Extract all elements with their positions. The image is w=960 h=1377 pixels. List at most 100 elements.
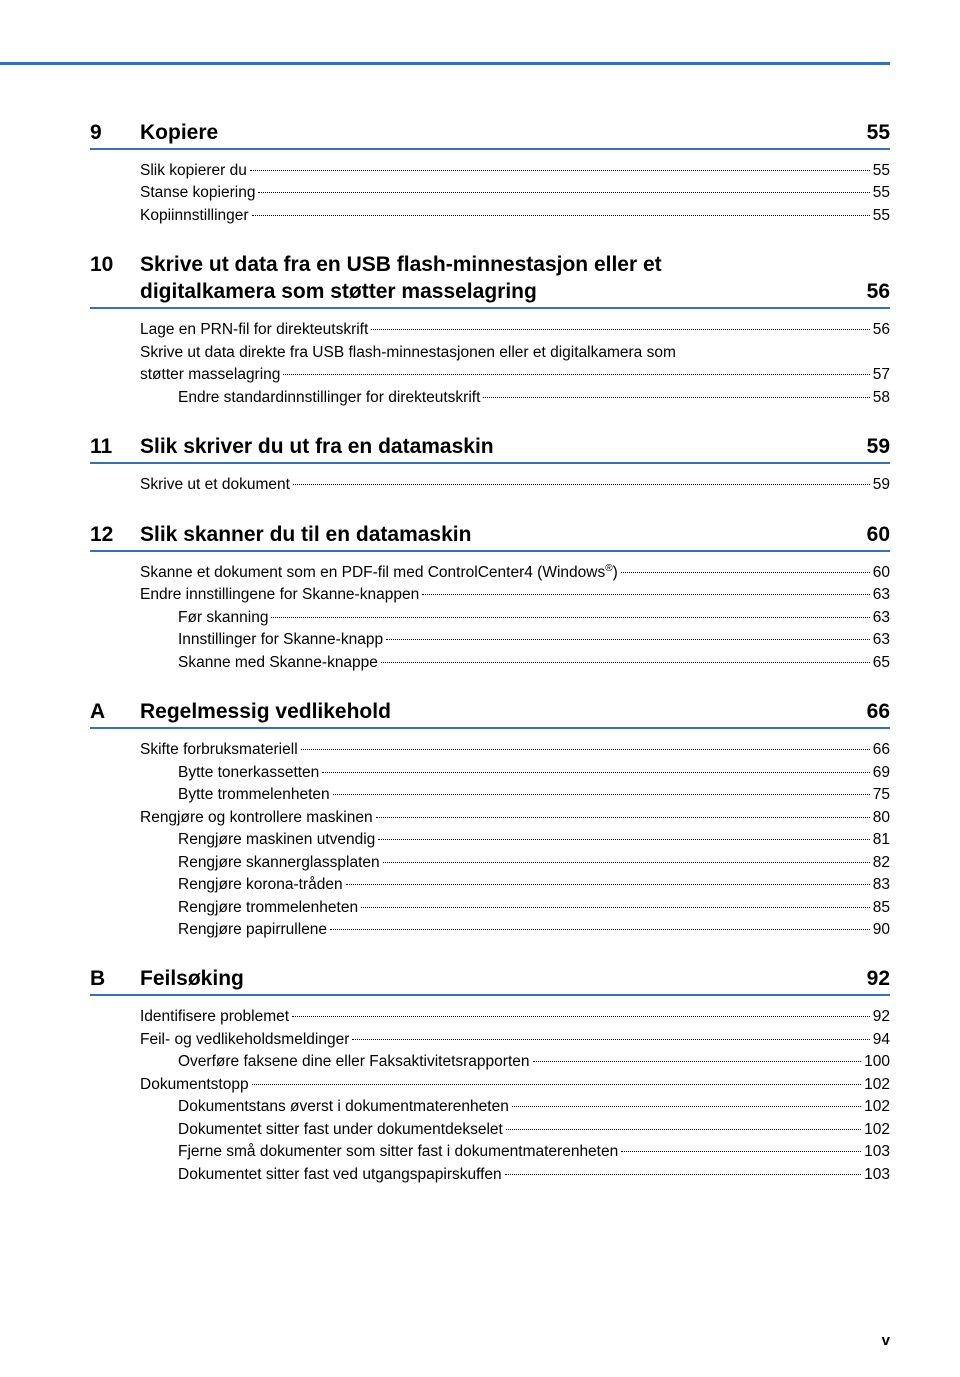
toc-entry-text: Lage en PRN-fil for direkteutskrift: [140, 319, 368, 341]
toc-entry-text: Kopiinnstillinger: [140, 205, 249, 227]
toc-entry-text: Skanne et dokument som en PDF-fil med Co…: [140, 562, 618, 585]
toc-leader: [333, 794, 870, 795]
section-header: ARegelmessig vedlikehold66: [90, 700, 890, 727]
toc-entry[interactable]: Overføre faksene dine eller Faksaktivite…: [90, 1051, 890, 1073]
toc-leader: [381, 662, 870, 663]
toc-leader: [330, 929, 870, 930]
toc-entry[interactable]: Stanse kopiering 55: [90, 182, 890, 204]
toc-entry-text: Rengjøre korona-tråden: [178, 874, 343, 896]
toc-entry[interactable]: Rengjøre trommelenheten 85: [90, 897, 890, 919]
toc-entry-page: 58: [873, 387, 890, 409]
toc-section: 11Slik skriver du ut fra en datamaskin59…: [90, 435, 890, 496]
toc-entry-text: Dokumentstopp: [140, 1074, 249, 1096]
section-title: Kopiere: [140, 121, 218, 145]
toc-entry[interactable]: Dokumentet sitter fast under dokumentdek…: [90, 1119, 890, 1141]
toc-entry-text: Rengjøre maskinen utvendig: [178, 829, 375, 851]
toc-entry[interactable]: støtter masselagring57: [90, 364, 890, 386]
section-rule: [90, 307, 890, 309]
toc-entry-page: 102: [864, 1074, 890, 1096]
toc-entry-text: Slik kopierer du: [140, 160, 247, 182]
toc-leader: [346, 884, 870, 885]
toc-entry-page: 63: [873, 584, 890, 606]
toc-entry[interactable]: Dokumentstans øverst i dokumentmaterenhe…: [90, 1096, 890, 1118]
section-rule: [90, 550, 890, 552]
toc-entry[interactable]: Lage en PRN-fil for direkteutskrift 56: [90, 319, 890, 341]
toc-entry-text-line: støtter masselagring: [140, 364, 280, 386]
toc-entry[interactable]: Fjerne små dokumenter som sitter fast i …: [90, 1141, 890, 1163]
toc-entry[interactable]: Skrive ut et dokument59: [90, 474, 890, 496]
toc-entry-page: 94: [873, 1029, 890, 1051]
toc-entry-text: Rengjøre trommelenheten: [178, 897, 358, 919]
toc-entry-page: 66: [873, 739, 890, 761]
section-title-line: Skrive ut data fra en USB flash-minnesta…: [140, 253, 662, 277]
toc-entry-text: Stanse kopiering: [140, 182, 255, 204]
toc-entry[interactable]: Feil- og vedlikeholdsmeldinger 94: [90, 1029, 890, 1051]
section-rule: [90, 994, 890, 996]
toc-entry[interactable]: Rengjøre maskinen utvendig 81: [90, 829, 890, 851]
toc-section: 10Skrive ut data fra en USB flash-minnes…: [90, 253, 890, 409]
toc-entry[interactable]: Identifisere problemet92: [90, 1006, 890, 1028]
page-number-footer: v: [882, 1332, 890, 1349]
toc-entry[interactable]: Skifte forbruksmateriell66: [90, 739, 890, 761]
toc-leader: [301, 749, 870, 750]
toc-leader: [483, 397, 869, 398]
toc-entry-page: 55: [873, 182, 890, 204]
toc-leader: [506, 1129, 861, 1130]
toc-section: ARegelmessig vedlikehold66 Skifte forbruk…: [90, 700, 890, 941]
toc-entry[interactable]: Bytte tonerkassetten69: [90, 762, 890, 784]
section-number: 11: [90, 435, 140, 459]
section-number: 10: [90, 253, 140, 277]
toc-leader: [533, 1061, 862, 1062]
toc-entry-text: Rengjøre og kontrollere maskinen: [140, 807, 373, 829]
toc-leader: [252, 1084, 862, 1085]
toc-leader: [250, 170, 870, 171]
toc-entry[interactable]: Skrive ut data direkte fra USB flash-min…: [90, 342, 890, 364]
toc-entry-text: Skanne med Skanne-knappe: [178, 652, 378, 674]
toc-entry-page: 56: [873, 319, 890, 341]
toc-entry[interactable]: Bytte trommelenheten75: [90, 784, 890, 806]
toc-section: 12Slik skanner du til en datamaskin60Ska…: [90, 523, 890, 675]
toc-entry[interactable]: Kopiinnstillinger55: [90, 205, 890, 227]
toc-entry[interactable]: Rengjøre skannerglassplaten82: [90, 852, 890, 874]
toc-entry-page: 69: [873, 762, 890, 784]
section-page: 92: [867, 967, 890, 991]
toc-entry[interactable]: Slik kopierer du55: [90, 160, 890, 182]
toc-entry-page: 100: [864, 1051, 890, 1073]
toc-leader: [621, 1151, 861, 1152]
toc-entry-text: Feil- og vedlikeholdsmeldinger: [140, 1029, 349, 1051]
section-title-line: digitalkamera som støtter masselagring: [140, 280, 537, 304]
toc-entry[interactable]: Skanne med Skanne-knappe65: [90, 652, 890, 674]
toc-entry[interactable]: Rengjøre korona-tråden83: [90, 874, 890, 896]
toc-entry-text: Overføre faksene dine eller Faksaktivite…: [178, 1051, 530, 1073]
toc-entry[interactable]: Rengjøre papirrullene90: [90, 919, 890, 941]
toc-entry[interactable]: Endre standardinnstillinger for direkteu…: [90, 387, 890, 409]
toc-entry[interactable]: Skanne et dokument som en PDF-fil med Co…: [90, 562, 890, 585]
toc-entry[interactable]: Rengjøre og kontrollere maskinen80: [90, 807, 890, 829]
section-number: 9: [90, 121, 140, 145]
toc-leader: [252, 215, 870, 216]
toc-leader: [422, 594, 870, 595]
toc-entry-page: 103: [864, 1164, 890, 1186]
toc-entry-page: 75: [873, 784, 890, 806]
toc-entry[interactable]: Dokumentet sitter fast ved utgangspapirs…: [90, 1164, 890, 1186]
toc-entry-text: Dokumentet sitter fast under dokumentdek…: [178, 1119, 503, 1141]
section-title: Regelmessig vedlikehold: [140, 700, 391, 724]
toc-entry-text: Skrive ut et dokument: [140, 474, 290, 496]
toc-entry-page: 85: [873, 897, 890, 919]
section-number: B: [90, 967, 140, 991]
toc-entry[interactable]: Før skanning63: [90, 607, 890, 629]
section-entries: Slik kopierer du55Stanse kopiering55Kopi…: [90, 160, 890, 227]
toc-entry-page: 63: [873, 607, 890, 629]
toc-entry[interactable]: Dokumentstopp 102: [90, 1074, 890, 1096]
toc-entry-page: 63: [873, 629, 890, 651]
toc-leader: [505, 1174, 861, 1175]
toc-entry-text: Fjerne små dokumenter som sitter fast i …: [178, 1141, 618, 1163]
toc-leader: [512, 1106, 861, 1107]
toc-entry[interactable]: Innstillinger for Skanne-knapp63: [90, 629, 890, 651]
toc-leader: [283, 374, 869, 375]
toc-entry-page: 81: [873, 829, 890, 851]
section-header-line2: digitalkamera som støtter masselagring56: [90, 280, 890, 307]
toc-entry[interactable]: Endre innstillingene for Skanne-knappen6…: [90, 584, 890, 606]
section-entries: Skifte forbruksmateriell66Bytte tonerkas…: [90, 739, 890, 941]
toc-content: 9Kopiere 55Slik kopierer du55Stanse kopie…: [0, 65, 960, 1186]
